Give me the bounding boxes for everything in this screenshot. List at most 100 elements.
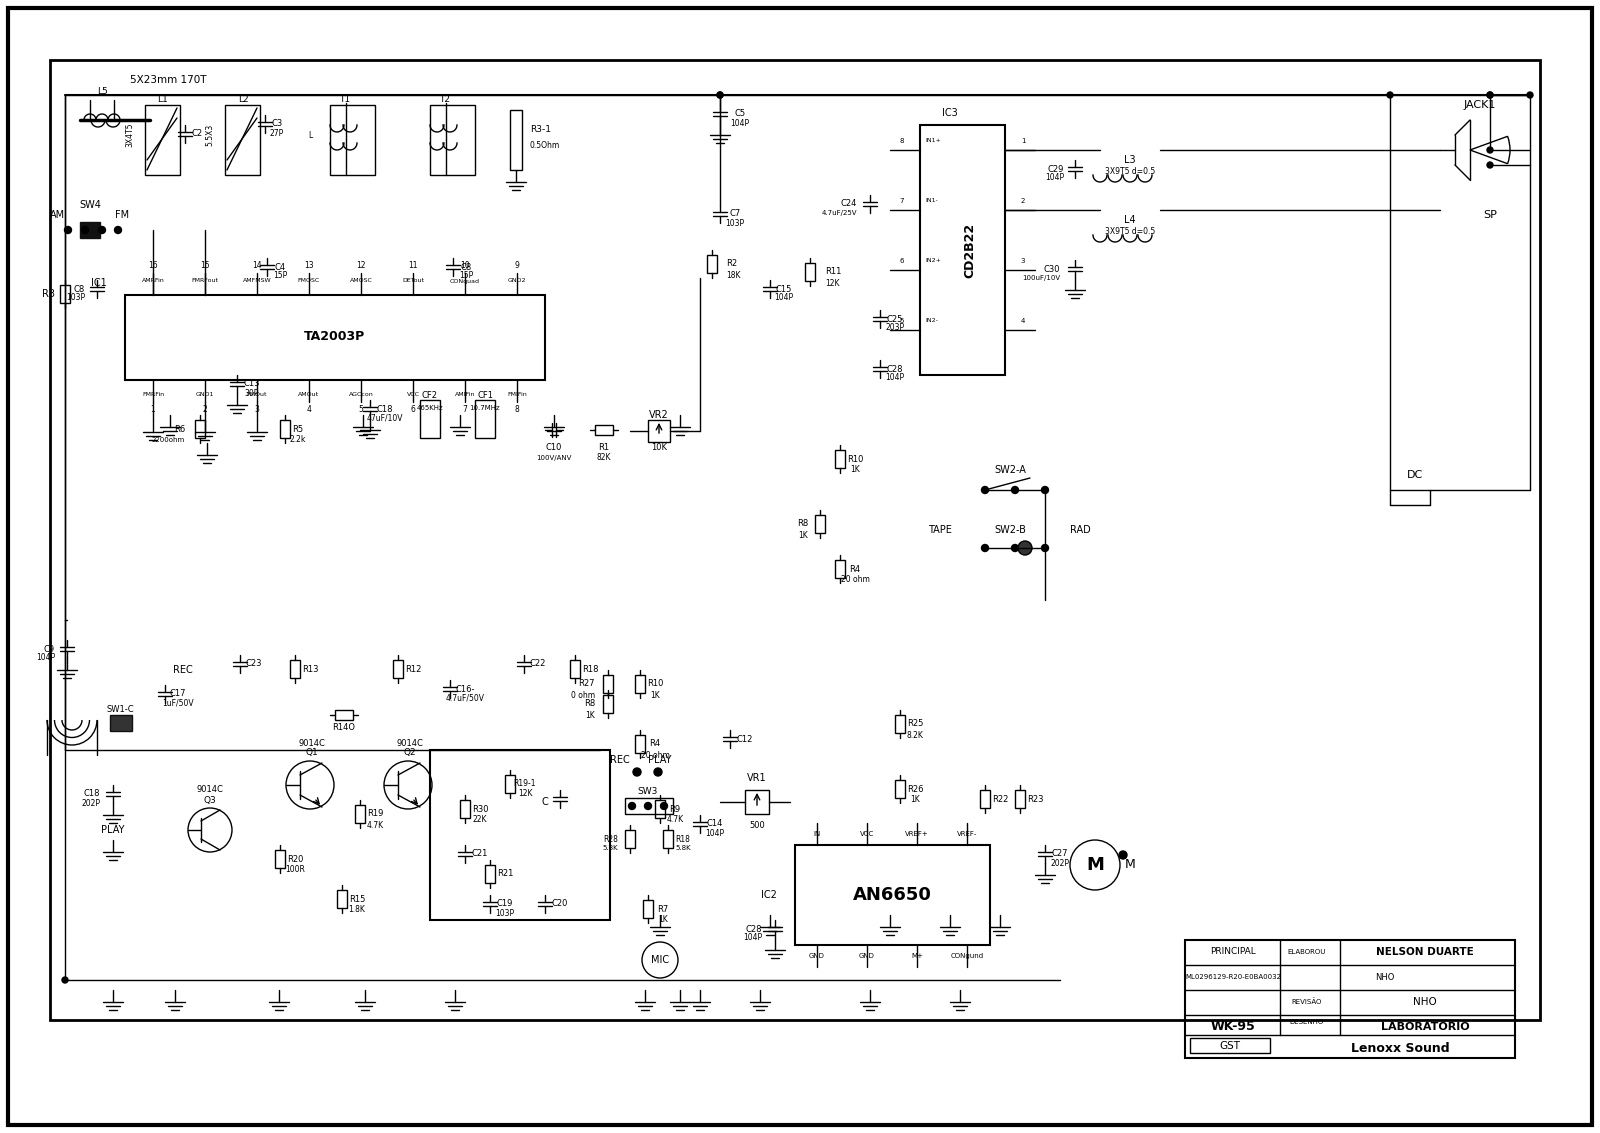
Text: 15: 15 <box>200 261 210 270</box>
Text: NHO: NHO <box>1376 972 1395 981</box>
Text: L2: L2 <box>238 95 248 104</box>
Bar <box>920 125 1005 375</box>
Bar <box>635 735 645 753</box>
Text: 1K: 1K <box>650 690 659 699</box>
Text: 22K: 22K <box>472 816 488 825</box>
Text: R22: R22 <box>992 794 1008 803</box>
Text: IN2+: IN2+ <box>925 258 941 264</box>
Bar <box>334 710 354 719</box>
Bar <box>835 560 845 578</box>
Text: 1K: 1K <box>586 710 595 719</box>
Bar <box>355 806 365 823</box>
Bar <box>330 105 374 174</box>
Circle shape <box>661 802 667 809</box>
Text: TAPE: TAPE <box>928 525 952 535</box>
Circle shape <box>1486 92 1493 97</box>
Bar <box>280 420 290 438</box>
Text: GST: GST <box>1219 1041 1240 1051</box>
Text: 2: 2 <box>203 406 208 415</box>
Text: SW2-B: SW2-B <box>994 525 1026 535</box>
Text: 104P: 104P <box>742 934 762 943</box>
Circle shape <box>645 802 651 809</box>
Text: 2: 2 <box>1021 198 1026 204</box>
Bar <box>626 798 674 813</box>
Text: FM: FM <box>115 210 130 220</box>
Bar <box>595 425 613 435</box>
Text: Q3: Q3 <box>203 795 216 804</box>
Text: Q2: Q2 <box>403 749 416 758</box>
Text: LABORATÓRIO: LABORATÓRIO <box>1381 1022 1469 1032</box>
Text: 103P: 103P <box>725 219 744 228</box>
Text: 104P: 104P <box>1045 173 1064 182</box>
Text: VCC: VCC <box>406 392 419 397</box>
Text: R10: R10 <box>846 454 862 463</box>
Text: FMIFin: FMIFin <box>507 392 526 397</box>
Circle shape <box>981 486 989 494</box>
Bar <box>635 675 645 693</box>
Text: 20 ohm: 20 ohm <box>840 576 869 585</box>
Text: 16: 16 <box>149 261 158 270</box>
Text: R3: R3 <box>42 289 54 299</box>
Text: 10.7MHz: 10.7MHz <box>470 404 501 411</box>
Text: R27: R27 <box>579 680 595 689</box>
Text: 3X4T5: 3X4T5 <box>125 122 134 147</box>
Text: 4.7uF/25V: 4.7uF/25V <box>821 210 858 216</box>
Text: R25: R25 <box>907 719 923 729</box>
Text: R28: R28 <box>603 835 618 843</box>
Circle shape <box>1387 92 1394 97</box>
Bar <box>80 222 99 238</box>
Text: AMRFin: AMRFin <box>142 279 165 283</box>
Text: IN2-: IN2- <box>925 318 938 324</box>
Text: R26: R26 <box>907 784 923 793</box>
Text: FMOut: FMOut <box>246 392 267 397</box>
Text: C27: C27 <box>1051 850 1069 859</box>
Circle shape <box>717 92 723 97</box>
Text: JACK1: JACK1 <box>1464 100 1496 110</box>
Text: 0 ohm: 0 ohm <box>571 690 595 699</box>
Text: 15P: 15P <box>459 272 474 281</box>
Text: REVISÃO: REVISÃO <box>1291 998 1322 1005</box>
Text: VREF-: VREF- <box>957 830 978 837</box>
Circle shape <box>115 227 122 233</box>
Text: CF2: CF2 <box>422 392 438 400</box>
Text: C13: C13 <box>243 380 261 389</box>
Text: RAD: RAD <box>1070 525 1090 535</box>
Circle shape <box>981 545 989 552</box>
Text: R18: R18 <box>675 835 691 843</box>
Bar <box>475 400 494 438</box>
Bar <box>510 110 522 170</box>
Bar <box>394 661 403 678</box>
Circle shape <box>1486 162 1493 168</box>
Text: REC: REC <box>610 755 630 765</box>
Text: IN1-: IN1- <box>925 198 938 204</box>
Bar <box>603 695 613 713</box>
Text: C9: C9 <box>43 645 54 654</box>
Text: NELSON DUARTE: NELSON DUARTE <box>1376 947 1474 957</box>
Text: 10K: 10K <box>651 443 667 451</box>
Text: PLAY: PLAY <box>101 825 125 835</box>
Text: SW4: SW4 <box>78 201 101 210</box>
Text: C10: C10 <box>546 443 562 452</box>
Text: R21: R21 <box>498 869 514 878</box>
Bar <box>430 750 610 920</box>
Text: IN: IN <box>813 830 821 837</box>
Text: 9014C: 9014C <box>197 785 224 794</box>
Text: FMRFin: FMRFin <box>142 392 165 397</box>
Text: DESENHO: DESENHO <box>1290 1019 1325 1025</box>
Text: 202P: 202P <box>1051 859 1069 868</box>
Text: GND1: GND1 <box>195 392 214 397</box>
Text: 5X23mm 170T: 5X23mm 170T <box>130 75 206 85</box>
Text: R5: R5 <box>293 425 304 434</box>
Text: 1K: 1K <box>910 795 920 804</box>
Text: NHO: NHO <box>1413 997 1437 1007</box>
Text: FMRFout: FMRFout <box>192 279 219 283</box>
Circle shape <box>717 92 723 97</box>
Text: C18: C18 <box>376 404 394 414</box>
Bar <box>1186 940 1515 1058</box>
Bar <box>338 891 347 908</box>
Text: 4.7K: 4.7K <box>667 816 683 825</box>
Circle shape <box>1042 486 1048 494</box>
Text: 8.2K: 8.2K <box>907 731 923 740</box>
Bar <box>110 715 131 731</box>
Bar <box>648 420 670 442</box>
